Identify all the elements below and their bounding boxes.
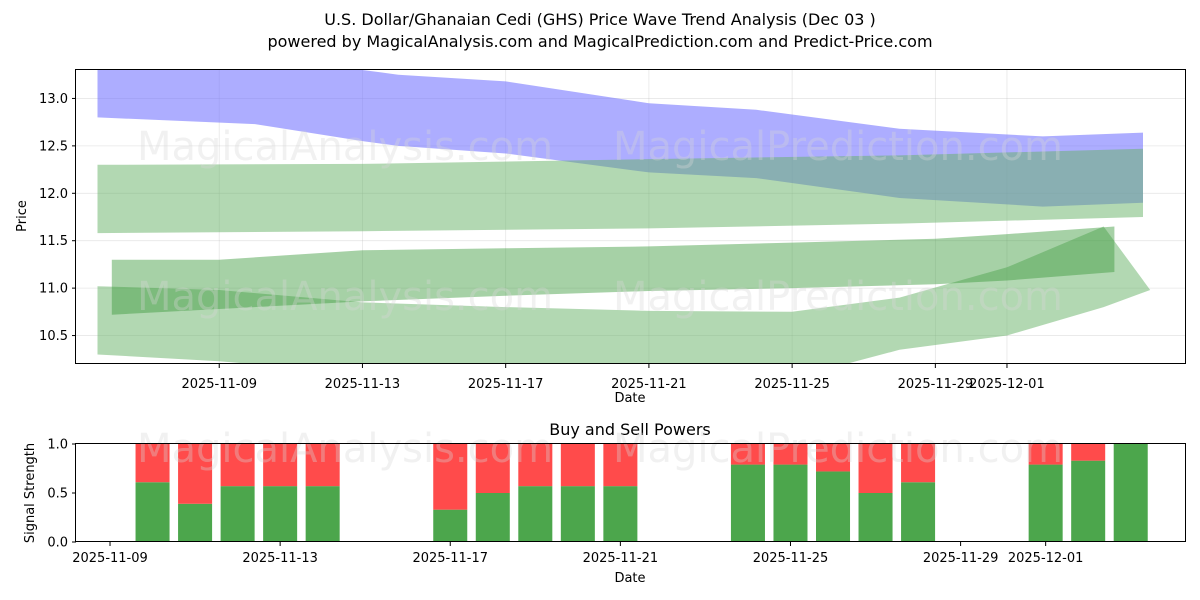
- bottom-y-tick-label: 1.0: [47, 438, 68, 453]
- buy-bar: [730, 464, 765, 542]
- sell-bar: [178, 444, 213, 504]
- buy-bar: [1028, 464, 1063, 542]
- sell-bar: [263, 444, 298, 487]
- sell-bar: [901, 444, 936, 483]
- band-3: [97, 226, 1151, 364]
- top-y-tick-label: 10.5: [39, 329, 68, 344]
- top-x-tick-label: 2025-11-09: [181, 377, 257, 392]
- bottom-y-tick-label: 0.0: [47, 536, 68, 551]
- sell-bar: [1028, 444, 1063, 465]
- bottom-x-tick-label: 2025-11-25: [753, 551, 829, 566]
- sell-bar: [858, 444, 893, 493]
- sell-bar: [433, 444, 468, 510]
- buy-bar: [858, 493, 893, 542]
- buy-bar: [263, 486, 298, 542]
- buy-bar: [518, 486, 553, 542]
- top-x-tick-label: 2025-11-29: [898, 377, 974, 392]
- watermark-2: MagicalPrediction.com: [613, 124, 1063, 170]
- buy-bar: [178, 503, 213, 542]
- top-y-label: Price: [15, 200, 30, 232]
- top-x-tick-label: 2025-12-01: [969, 377, 1045, 392]
- bottom-title: Buy and Sell Powers: [549, 420, 711, 439]
- top-watermarks: MagicalAnalysis.com MagicalPrediction.co…: [137, 124, 1063, 320]
- sell-bar: [305, 444, 340, 487]
- bottom-y-label: Signal Strength: [23, 443, 38, 543]
- buy-bar: [220, 486, 255, 542]
- sell-bar: [135, 444, 170, 483]
- sell-bar: [220, 444, 255, 487]
- buy-bar: [135, 482, 170, 542]
- sell-bar: [773, 444, 808, 465]
- band-4: [111, 226, 1115, 315]
- buy-bar: [816, 471, 851, 542]
- sell-bar: [730, 444, 765, 465]
- sell-bar: [560, 444, 595, 487]
- buy-bar: [433, 509, 468, 542]
- buy-bar: [603, 486, 638, 542]
- buy-bar: [1071, 460, 1106, 542]
- top-series: [97, 70, 1151, 364]
- chart-title: U.S. Dollar/Ghanaian Cedi (GHS) Price Wa…: [324, 10, 876, 29]
- watermark-3: MagicalAnalysis.com: [137, 274, 553, 320]
- top-x-tick-label: 2025-11-17: [468, 377, 544, 392]
- top-axes: 2025-11-09 2025-11-13 2025-11-17 2025-11-21…: [39, 92, 1045, 392]
- band-2: [97, 148, 1143, 234]
- top-y-tick-label: 12.0: [39, 187, 68, 202]
- top-y-tick-label: 11.5: [39, 234, 68, 249]
- bottom-y-tick-label: 0.5: [47, 487, 68, 502]
- top-y-tick-label: 11.0: [39, 282, 68, 297]
- watermark-4: MagicalPrediction.com: [613, 274, 1063, 320]
- buy-bar: [305, 486, 340, 542]
- watermark-1: MagicalAnalysis.com: [137, 124, 553, 170]
- buy-bar: [1113, 444, 1148, 542]
- top-y-tick-label: 12.5: [39, 139, 68, 154]
- top-x-label: Date: [614, 391, 645, 406]
- top-x-tick-label: 2025-11-25: [754, 377, 830, 392]
- top-plot-frame: [75, 69, 1186, 364]
- bottom-x-tick-label: 2025-12-01: [1008, 551, 1084, 566]
- watermark-5: MagicalAnalysis.com: [137, 426, 553, 472]
- top-x-tick-label: 2025-11-13: [325, 377, 401, 392]
- sell-bar: [518, 444, 553, 487]
- bottom-x-tick-label: 2025-11-21: [583, 551, 659, 566]
- buy-bar: [560, 486, 595, 542]
- bottom-x-tick-label: 2025-11-09: [72, 551, 148, 566]
- buy-bar: [773, 464, 808, 542]
- top-y-tick-label: 13.0: [39, 92, 68, 107]
- sell-bar: [475, 444, 510, 493]
- watermark-6: MagicalPrediction.com: [613, 426, 1063, 472]
- buy-bar: [475, 493, 510, 542]
- sell-bar: [603, 444, 638, 487]
- bottom-x-tick-label: 2025-11-13: [242, 551, 318, 566]
- bottom-x-label: Date: [614, 571, 645, 586]
- chart-subtitle: powered by MagicalAnalysis.com and Magic…: [267, 32, 932, 51]
- bottom-axes: 2025-11-09 2025-11-13 2025-11-17 2025-11-21…: [47, 438, 1083, 567]
- top-x-tick-label: 2025-11-21: [611, 377, 687, 392]
- sell-bar: [1071, 444, 1106, 461]
- bottom-bars: [135, 444, 1148, 542]
- bottom-watermarks: MagicalAnalysis.com MagicalPrediction.co…: [137, 426, 1063, 472]
- bottom-x-tick-label: 2025-11-17: [412, 551, 488, 566]
- sell-bar: [816, 444, 851, 472]
- bottom-x-tick-label: 2025-11-29: [923, 551, 999, 566]
- buy-bar: [901, 482, 936, 542]
